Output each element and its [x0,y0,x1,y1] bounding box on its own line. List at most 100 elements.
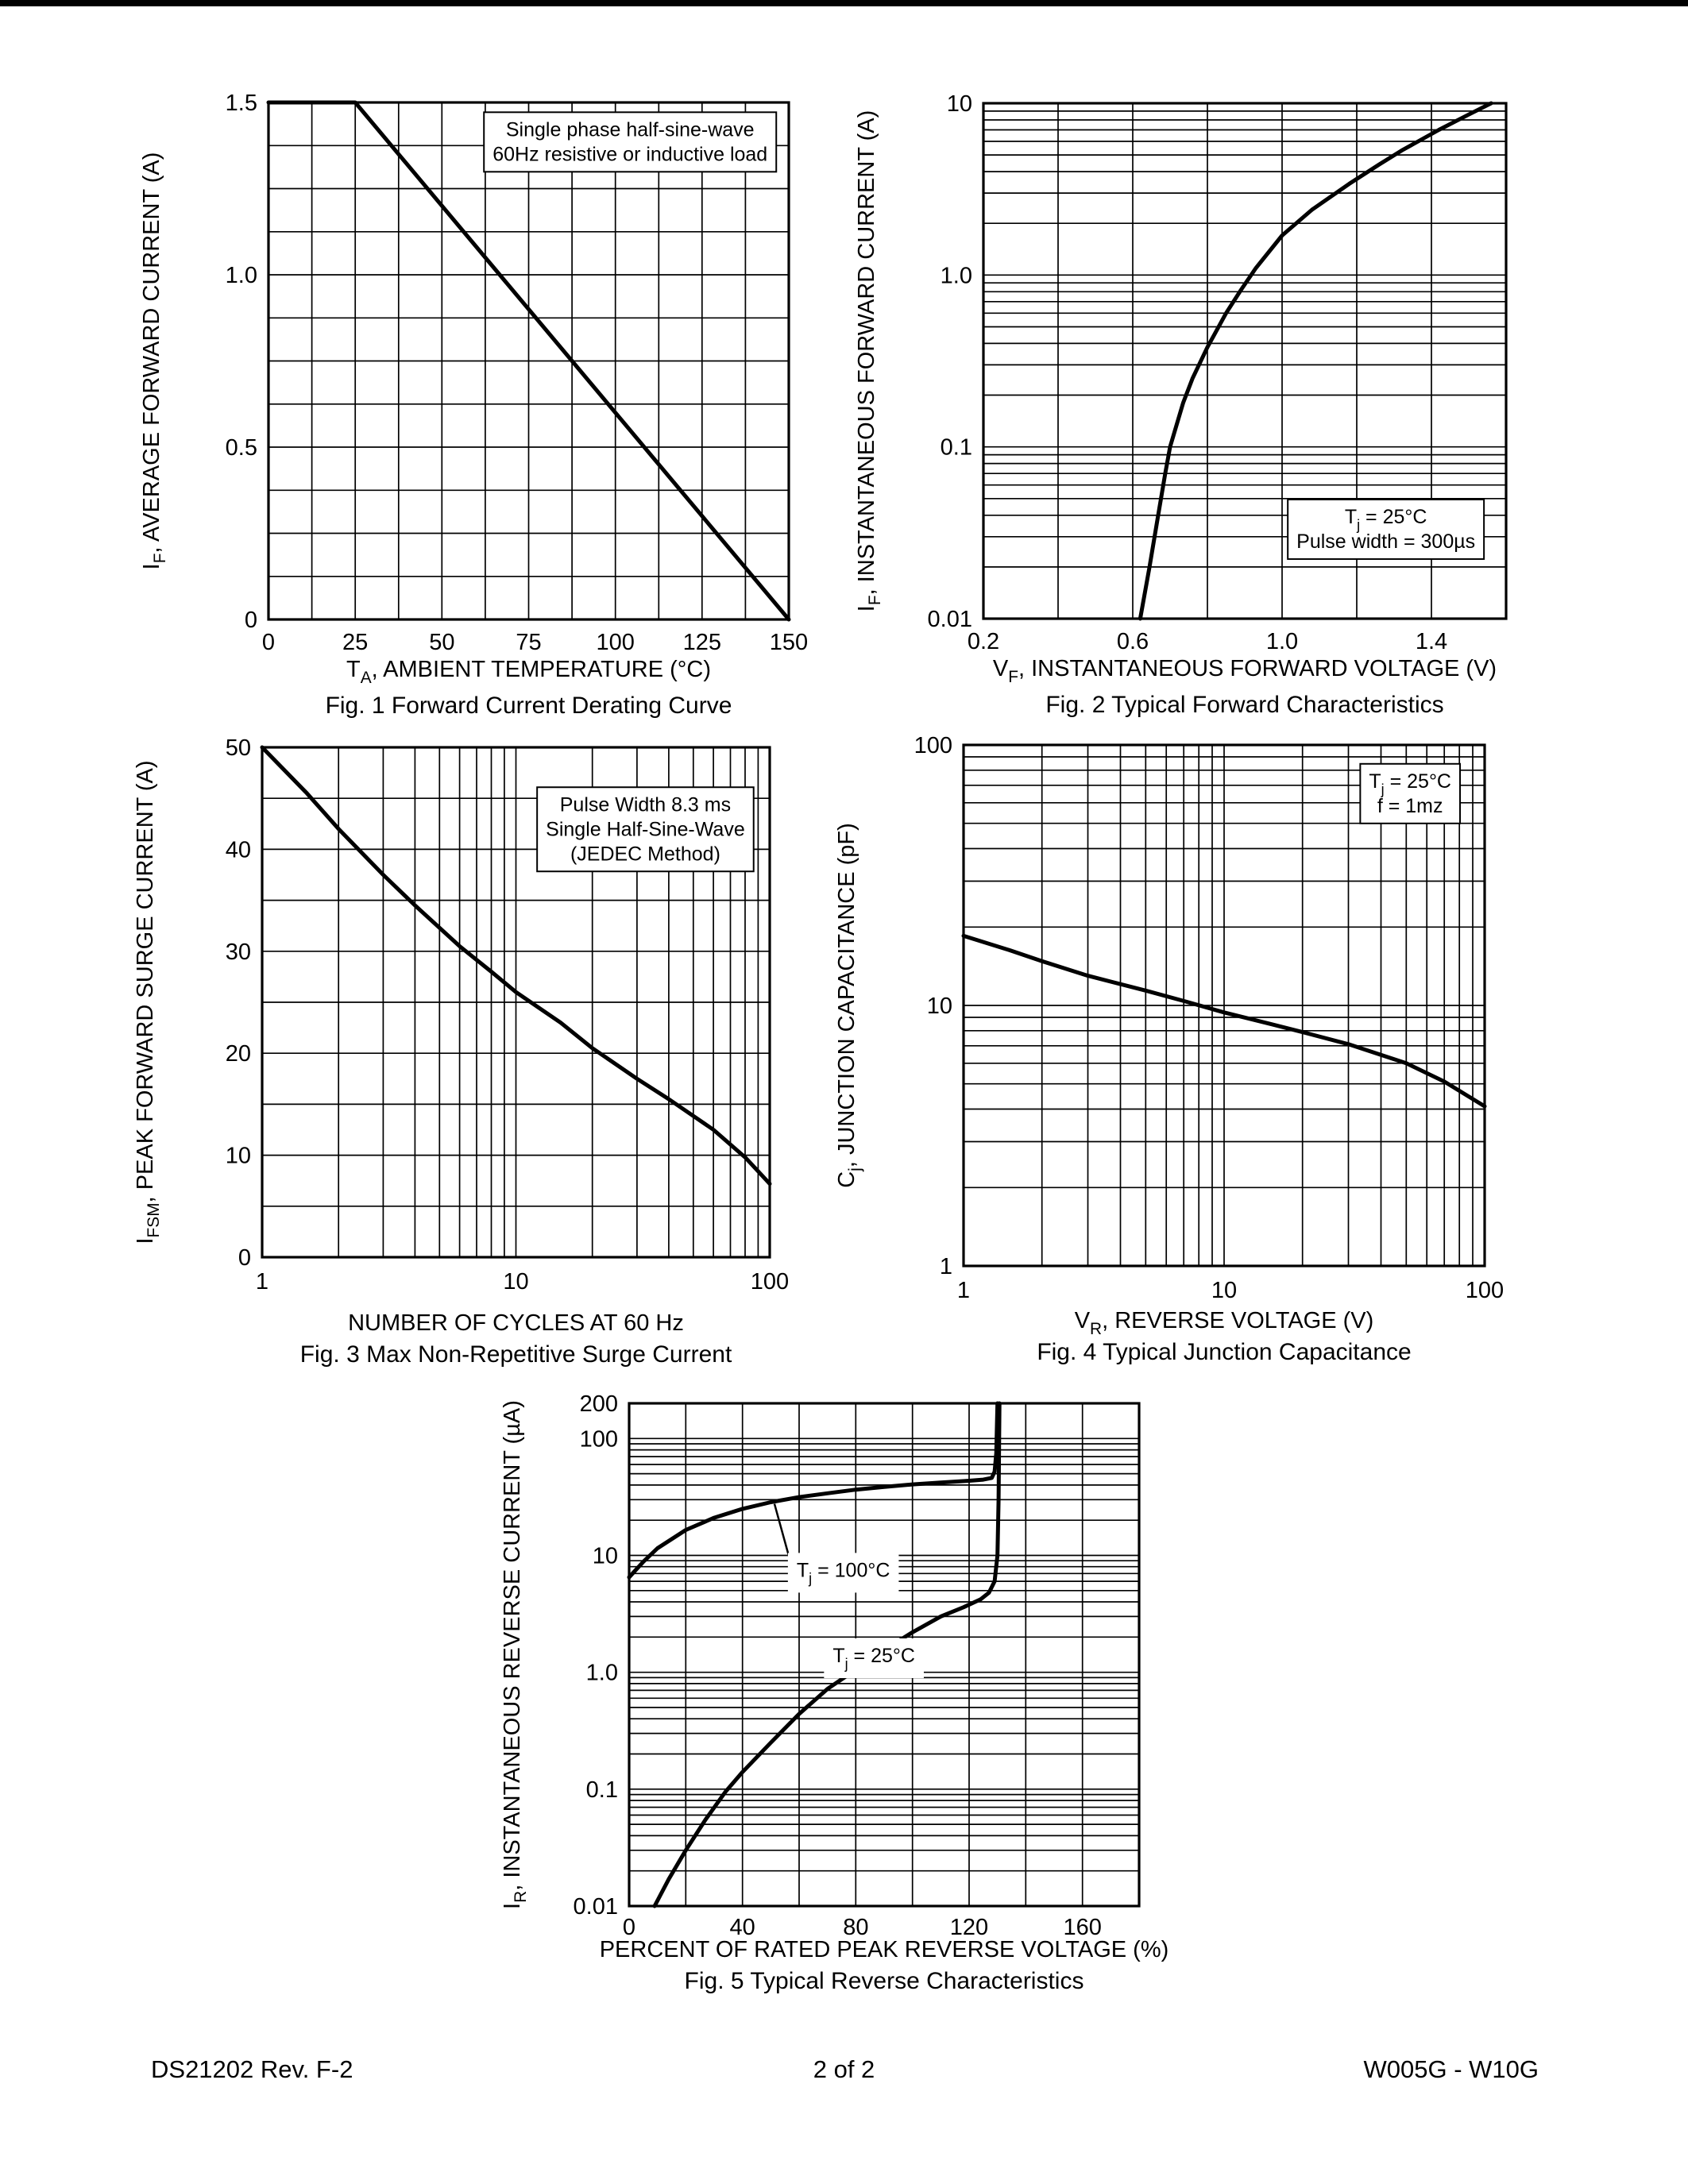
figure-caption: Fig. 5 Typical Reverse Characteristics [685,1968,1084,1994]
y-tick-label: 1.5 [226,91,257,116]
y-tick-label: 10 [947,91,972,117]
y-tick-label: 10 [226,1144,251,1169]
x-tick-label: 40 [730,1915,755,1940]
curve-junction-capacitance [961,933,1487,1109]
figure-caption: Fig. 1 Forward Current Derating Curve [326,693,732,719]
figure-caption: Fig. 3 Max Non-Repetitive Surge Current [300,1341,732,1368]
curve-reverse-current-Tj-100C [627,1401,1000,1580]
x-tick-label: 160 [1063,1915,1101,1940]
x-tick-label: 1 [957,1278,970,1303]
y-axis-label: Cj, JUNCTION CAPACITANCE (pF) [834,823,864,1188]
plot-frame [628,1402,1141,1908]
y-tick-label: 0.01 [928,607,972,632]
annotation-box [1359,762,1462,824]
x-tick-label: 150 [770,630,808,655]
y-tick-label: 40 [226,837,251,862]
x-tick-label: 125 [683,630,721,655]
y-tick-label: 10 [927,994,952,1019]
y-tick-label: 100 [580,1426,618,1452]
y-axis-label: IFSM, PEAK FORWARD SURGE CURRENT (A) [133,760,163,1244]
y-axis-label: IR, INSTANTANEOUS REVERSE CURRENT (µA) [500,1400,530,1909]
y-tick-label: 0 [245,608,257,633]
x-tick-label: 1.0 [1266,629,1298,654]
x-tick-label: 1.4 [1416,629,1447,654]
y-tick-label: 0.5 [226,435,257,461]
footer-doc-number: DS21202 Rev. F-2 [151,2055,353,2083]
x-axis-label: TA, AMBIENT TEMPERATURE (°C) [346,657,711,687]
annotation-text: Pulse Width 8.3 ms [560,793,731,816]
annotation-text: f = 1mz [1377,795,1443,817]
x-axis-label: PERCENT OF RATED PEAK REVERSE VOLTAGE (%… [600,1937,1169,1962]
y-axis-label: IF, AVERAGE FORWARD CURRENT (A) [139,152,169,570]
curve-average-forward-current-derating [266,100,791,622]
y-tick-label: 0.1 [586,1777,618,1803]
x-tick-label: 0 [262,630,275,655]
annotation-box [1287,498,1485,560]
y-tick-label: 0 [238,1245,251,1271]
annotation-text: 60Hz resistive or inductive load [492,143,767,165]
y-tick-label: 100 [914,733,952,758]
x-tick-label: 0.2 [968,629,999,654]
annotation-text: Tj = 25°C [1345,506,1427,533]
chart-annotation: Tj = 25°C [824,1638,924,1678]
plot-frame [962,743,1486,1268]
curve-forward-characteristic [1138,101,1493,621]
annotation-text: Pulse width = 300µs [1296,531,1475,553]
x-axis-label: VF, INSTANTANEOUS FORWARD VOLTAGE (V) [993,656,1497,686]
x-tick-label: 1 [256,1269,268,1295]
x-tick-label: 10 [503,1269,528,1295]
fig4-junction-capacitance-chart: 1 10 100 1 10 100 VR, REVERSE VOLTAGE (V) Cj, J… [834,733,1504,1365]
x-tick-label: 100 [751,1269,789,1295]
footer-page-number: 2 of 2 [813,2055,875,2083]
x-tick-label: 80 [843,1915,868,1940]
x-tick-label: 100 [1466,1278,1504,1303]
y-tick-label: 200 [580,1391,618,1417]
chart-annotation: Tj = 100°C [787,1553,899,1593]
x-tick-label: 75 [516,630,541,655]
y-tick-label: 10 [593,1543,618,1569]
page-scan-edge [0,0,1688,6]
x-tick-label: 0 [623,1915,635,1940]
annotation-text: Tj = 100°C [797,1559,890,1586]
x-tick-label: 0.6 [1117,629,1149,654]
plot-frame [261,746,771,1259]
annotation-bg [824,1638,924,1678]
fig1-forward-current-derating-chart: 0 25 50 75 100 125 150 0 0.5 1.0 1.5 TA, AMBIENT TE… [139,91,808,719]
y-axis-label: IF, INSTANTANEOUS FORWARD CURRENT (A) [854,110,884,612]
y-tick-label: 1.0 [941,263,972,288]
curve-peak-forward-surge-current [260,745,772,1187]
fig5-reverse-characteristics-chart: 0 40 80 120 160 0.01 0.1 1.0 10 100 200 PERCENT OF … [500,1391,1169,1994]
y-tick-label: 1 [940,1254,952,1279]
fig3-surge-current-chart: 1 10 100 0 10 20 30 40 50 NUMBER OF CYCLES AT 60 … [133,735,789,1368]
annotation-bg [787,1553,899,1593]
x-tick-label: 10 [1211,1278,1237,1303]
x-tick-label: 120 [950,1915,988,1940]
x-tick-label: 50 [429,630,454,655]
footer-part-range: W005G - W10G [1363,2055,1539,2083]
annotation-text: Single phase half-sine-wave [506,118,755,141]
annotation-box [536,786,755,873]
y-tick-label: 1.0 [586,1661,618,1686]
annotation-box [483,111,778,173]
y-tick-label: 0.01 [574,1894,618,1920]
plot-frame [982,102,1508,620]
y-tick-label: 0.1 [941,435,972,461]
fig2-typical-forward-characteristics-chart: 0.2 0.6 1.0 1.4 0.01 0.1 1.0 10 VF, INSTANTANEOU… [854,91,1508,718]
annotation-text: Tj = 25°C [832,1645,915,1672]
y-tick-label: 1.0 [226,263,257,288]
annotation-text: Tj = 25°C [1369,770,1451,797]
plot-frame [267,101,790,621]
chart-annotation: Tj = 25°Cf = 1mz [1359,762,1462,824]
x-tick-label: 100 [596,630,634,655]
x-axis-label: VR, REVERSE VOLTAGE (V) [1075,1308,1374,1338]
x-tick-label: 25 [342,630,368,655]
y-tick-label: 20 [226,1041,251,1067]
annotation-text: (JEDEC Method) [570,843,720,865]
x-axis-label: NUMBER OF CYCLES AT 60 Hz [348,1310,684,1336]
figure-caption: Fig. 4 Typical Junction Capacitance [1037,1339,1411,1365]
y-tick-label: 30 [226,940,251,965]
